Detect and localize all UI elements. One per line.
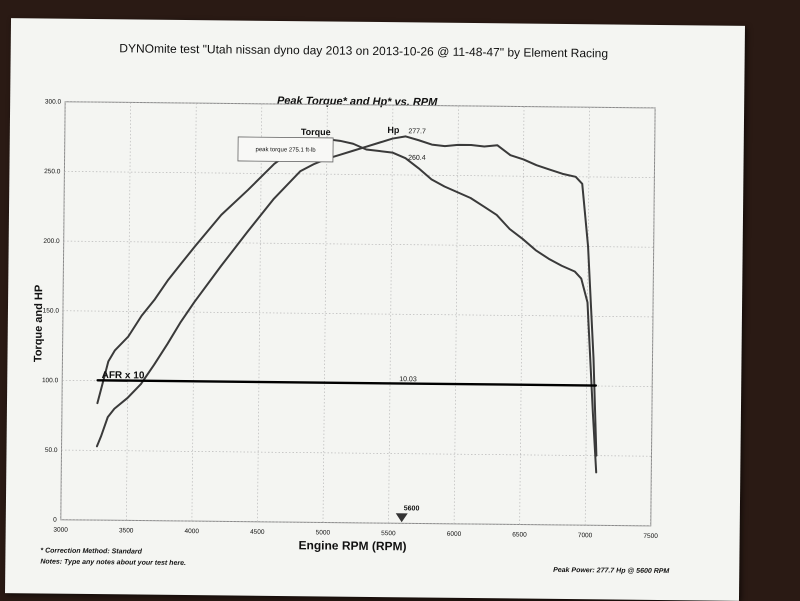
sheet-title: DYNOmite test "Utah nissan dyno day 2013… [119, 41, 608, 60]
series-line-hp [95, 135, 598, 457]
y-gridline [65, 101, 656, 109]
y-tick-label: 300.0 [45, 99, 62, 106]
y-gridline [62, 310, 653, 318]
peak-power-note: Peak Power: 277.7 Hp @ 5600 RPM [553, 567, 669, 575]
x-axis-label: Engine RPM (RPM) [298, 538, 406, 553]
series-line-afr-x-10 [96, 379, 598, 387]
y-tick-label: 100.0 [42, 377, 59, 384]
rpm-marker-label: 5600 [404, 505, 420, 512]
rpm-marker-icon [395, 513, 408, 523]
y-gridline [60, 519, 651, 527]
series-label: Hp [387, 125, 400, 135]
y-tick-label: 150.0 [43, 308, 60, 315]
y-tick-label: 200.0 [43, 238, 60, 245]
y-tick-label: 50.0 [45, 447, 58, 454]
x-tick-label: 7500 [643, 533, 658, 540]
grid: 3000 3500 4000 4500 5000 5500 6000 6500 7000 7500… [42, 99, 658, 540]
chart-labels: Torque Hp AFR x 10 277.7 260.4 10.03 peak torq… [102, 125, 426, 523]
chart-title: Peak Torque* and Hp* vs. RPM [277, 95, 438, 109]
y-tick-label: 0 [53, 517, 57, 524]
value-label: 260.4 [408, 155, 426, 162]
y-tick-label: 250.0 [44, 168, 61, 175]
x-tick-label: 4000 [185, 528, 200, 535]
series-lines [95, 135, 598, 474]
series-label: AFR x 10 [102, 370, 145, 381]
x-tick-label: 3500 [119, 527, 134, 534]
x-tick-label: 5500 [381, 530, 396, 537]
x-tick-label: 3000 [53, 527, 68, 534]
notes-text: Notes: Type any notes about your test he… [40, 559, 186, 568]
peak-torque-callout: peak torque 275.1 ft-lb [255, 147, 316, 154]
x-tick-label: 5000 [316, 529, 331, 536]
x-tick-label: 4500 [250, 529, 265, 536]
value-label: 277.7 [408, 128, 426, 135]
series-label: Torque [301, 127, 331, 137]
correction-note: * Correction Method: Standard [40, 548, 142, 556]
y-gridline [61, 449, 652, 457]
dyno-chart: DYNOmite test "Utah nissan dyno day 2013… [32, 41, 669, 575]
dyno-sheet: DYNOmite test "Utah nissan dyno day 2013… [5, 18, 745, 601]
series-line-torque [96, 138, 598, 474]
peak-torque-callout-box [237, 136, 334, 163]
y-axis-label: Torque and HP [32, 285, 45, 363]
value-label: 10.03 [399, 376, 417, 383]
x-tick-label: 6000 [447, 531, 462, 538]
x-tick-label: 6500 [512, 531, 527, 538]
y-gridline [63, 240, 654, 248]
x-tick-label: 7000 [578, 532, 593, 539]
y-gridline [64, 171, 655, 178]
